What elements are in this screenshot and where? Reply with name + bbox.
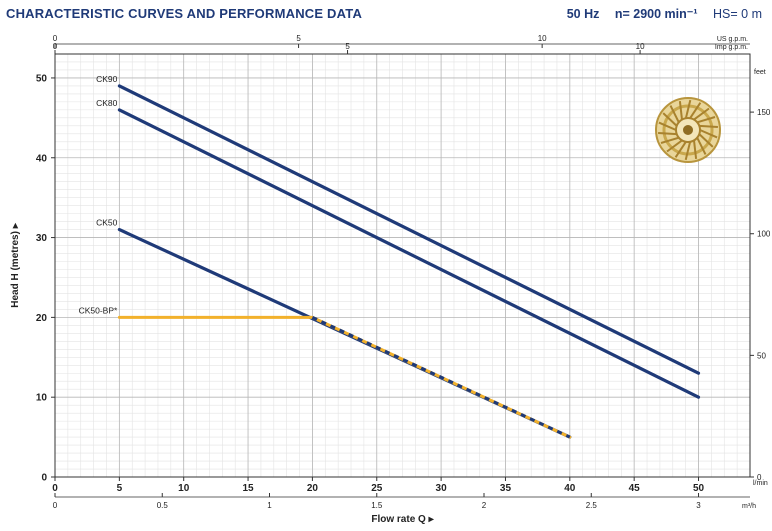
x-axis-label: Flow rate Q ▸ — [371, 514, 434, 525]
labels: CK90 CK80 CK50 CK50-BP* — [79, 74, 118, 315]
y-tick-label: 10 — [36, 393, 48, 404]
impeller-vane — [699, 124, 718, 128]
x-unit-label: l/min — [753, 480, 768, 487]
impeller-vane — [693, 140, 698, 160]
impeller-vane — [674, 141, 687, 158]
impeller-vane — [696, 137, 707, 155]
us-gpm-tick-label: 10 — [538, 34, 547, 43]
impeller-vane — [678, 100, 683, 120]
impeller-vane — [684, 141, 692, 161]
shared-segment-overlay — [311, 316, 571, 439]
imp-gpm-tick-label: 10 — [636, 42, 645, 51]
impeller-vane — [669, 105, 680, 123]
x-tick-label: 20 — [307, 483, 319, 494]
operating-conditions: 50 Hz n= 2900 min⁻¹ HS= 0 m — [555, 6, 762, 21]
m3h-tick-label: 1.5 — [371, 501, 383, 510]
m3h-tick-label: 2 — [482, 501, 487, 510]
feet-tick-label: 0 — [757, 473, 762, 482]
impeller-vane — [693, 107, 710, 121]
x-tick-label: 30 — [436, 483, 448, 494]
chart-title: CHARACTERISTIC CURVES AND PERFORMANCE DA… — [6, 6, 363, 21]
impeller-vane — [660, 136, 680, 144]
axes: 0 5 10 15 20 25 30 35 40 45 50 l/min01020304050Head… — [10, 34, 771, 525]
series — [117, 84, 701, 439]
feet-unit-label: feet — [754, 69, 766, 76]
series-label: CK50 — [96, 218, 118, 228]
us-gpm-tick-label: 5 — [296, 34, 301, 43]
us-gpm-unit-label: US g.p.m. — [717, 36, 748, 43]
x-tick-label: 15 — [242, 483, 254, 494]
series-label: CK50-BP* — [79, 305, 118, 315]
impeller-vane — [658, 121, 677, 131]
x-tick-label: 45 — [629, 483, 641, 494]
x-tick-label: 40 — [564, 483, 576, 494]
y-tick-label: 40 — [36, 153, 48, 164]
impeller-icon — [655, 97, 721, 163]
imp-gpm-tick-label: 0 — [53, 42, 58, 51]
feet-tick-label: 150 — [757, 108, 771, 117]
x-tick-label: 50 — [693, 483, 705, 494]
y-tick-label: 0 — [41, 473, 47, 484]
impeller-vane — [689, 102, 702, 119]
impeller-vane — [658, 132, 677, 136]
series-line-ck90 — [117, 84, 701, 375]
us-gpm-tick-label: 0 — [53, 34, 58, 43]
m3h-tick-label: 1 — [267, 501, 272, 510]
y-tick-label: 50 — [36, 73, 48, 84]
x-tick-label: 5 — [117, 483, 123, 494]
x-tick-label: 0 — [52, 483, 58, 494]
suction-head-label: HS= 0 m — [713, 7, 762, 21]
imp-gpm-tick-label: 5 — [345, 42, 350, 51]
plot-frame — [54, 53, 751, 478]
m3h-tick-label: 3 — [696, 501, 701, 510]
impeller-vane — [662, 112, 678, 127]
m3h-tick-label: 0.5 — [157, 501, 169, 510]
y-tick-label: 30 — [36, 233, 48, 244]
y-tick-label: 20 — [36, 313, 48, 324]
speed-label: n= 2900 min⁻¹ — [614, 7, 698, 21]
impeller-vane — [699, 129, 718, 139]
grid — [54, 53, 751, 478]
frequency-label: 50 Hz — [566, 7, 600, 21]
series-label: CK90 — [96, 74, 118, 84]
impeller-vane — [666, 139, 683, 153]
x-tick-label: 10 — [178, 483, 190, 494]
m3h-tick-label: 0 — [53, 501, 58, 510]
m3h-tick-label: 2.5 — [586, 501, 598, 510]
impeller-vane — [698, 133, 714, 148]
x-tick-label: 35 — [500, 483, 512, 494]
impeller-vane — [684, 99, 692, 119]
x-tick-label: 25 — [371, 483, 383, 494]
feet-tick-label: 50 — [757, 351, 766, 360]
impeller-vane — [696, 116, 716, 124]
m3h-unit-label: m³/h — [742, 503, 756, 510]
series-label: CK80 — [96, 98, 118, 108]
feet-tick-label: 100 — [757, 230, 771, 239]
y-axis-label: Head H (metres) ▸ — [10, 222, 21, 307]
series-line-ck80 — [117, 108, 701, 399]
imp-gpm-unit-label: Imp g.p.m. — [715, 44, 748, 51]
